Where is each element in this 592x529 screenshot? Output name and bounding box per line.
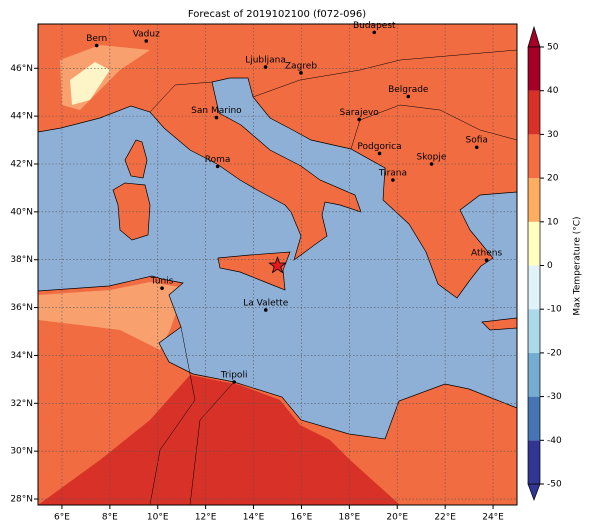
y-tick-label: 46°N bbox=[10, 64, 33, 74]
city-dot bbox=[357, 117, 361, 122]
city-label: Bern bbox=[86, 34, 107, 44]
colorbar-tick-label: 50 bbox=[547, 43, 559, 53]
city-label: Podgorica bbox=[357, 142, 401, 152]
y-tick-label: 32°N bbox=[10, 399, 33, 409]
y-tick-label: 36°N bbox=[10, 303, 33, 313]
city-label: La Valette bbox=[243, 298, 288, 308]
city-label: Skopje bbox=[417, 152, 447, 162]
city-label: Tunis bbox=[150, 277, 174, 287]
city-label: Tirana bbox=[378, 169, 407, 179]
corsica bbox=[124, 139, 148, 179]
colorbar-segment bbox=[528, 47, 540, 91]
city-label: Zagreb bbox=[285, 61, 317, 71]
city-dot bbox=[263, 65, 268, 69]
city-label: San Marino bbox=[191, 106, 242, 116]
colorbar-segment bbox=[528, 134, 540, 179]
y-tick-label: 42°N bbox=[10, 159, 33, 169]
colorbar-tick-label: -20 bbox=[547, 348, 562, 358]
city-dot bbox=[372, 30, 377, 35]
border bbox=[149, 49, 517, 505]
colorbar-tick-label: 10 bbox=[547, 217, 559, 227]
colorbar-tick-label: -50 bbox=[547, 480, 562, 490]
hot-zone bbox=[38, 375, 400, 505]
warm-zone bbox=[38, 282, 185, 350]
colorbar-extend-bottom bbox=[527, 483, 541, 501]
sardinia bbox=[112, 182, 151, 241]
city-label: Vaduz bbox=[133, 29, 160, 39]
x-tick-label: 14°E bbox=[243, 513, 265, 523]
colorbar-extend-top bbox=[527, 25, 541, 48]
city-dot bbox=[232, 380, 236, 384]
colorbar-tick-label: 0 bbox=[547, 261, 553, 271]
x-tick-label: 16°E bbox=[291, 513, 313, 523]
city-dot bbox=[391, 178, 395, 182]
city-dot bbox=[263, 308, 268, 312]
x-tick-label: 24°E bbox=[482, 513, 504, 523]
city-dot bbox=[215, 164, 220, 169]
city-dot bbox=[406, 94, 411, 99]
city-label: Athens bbox=[471, 249, 502, 259]
y-tick-label: 30°N bbox=[10, 447, 33, 457]
city-label: Belgrade bbox=[388, 85, 429, 95]
colorbar-tick-label: 40 bbox=[547, 86, 559, 96]
colorbar-segment bbox=[528, 265, 540, 310]
city-dot bbox=[214, 115, 219, 120]
x-tick-label: 8°E bbox=[102, 513, 118, 523]
city-dot bbox=[377, 151, 382, 156]
y-tick-label: 34°N bbox=[10, 351, 33, 361]
city-dot bbox=[299, 71, 303, 75]
colorbar-segment bbox=[528, 309, 540, 353]
colorbar-segment bbox=[528, 440, 540, 484]
city-label: Budapest bbox=[353, 21, 396, 31]
city-dot bbox=[160, 286, 164, 290]
x-tick-label: 12°E bbox=[195, 513, 217, 523]
colorbar-tick-label: -40 bbox=[547, 436, 562, 446]
y-tick-label: 44°N bbox=[10, 112, 33, 122]
y-tick-label: 28°N bbox=[10, 495, 33, 505]
y-tick-label: 40°N bbox=[10, 207, 33, 217]
colorbar-segment bbox=[528, 90, 540, 135]
title: Forecast of 2019102100 (f072-096) bbox=[188, 9, 366, 20]
colorbar-label: Max Temperature (°C) bbox=[573, 216, 583, 315]
city-label: Sarajevo bbox=[340, 108, 380, 118]
city-label: Tripoli bbox=[220, 370, 248, 380]
colorbar-tick-label: -30 bbox=[547, 392, 562, 402]
y-tick-label: 38°N bbox=[10, 255, 33, 265]
cool-zone bbox=[70, 62, 110, 105]
colorbar-segment bbox=[528, 352, 540, 397]
city-dot bbox=[484, 258, 489, 262]
x-tick-label: 10°E bbox=[147, 513, 169, 523]
city-dot bbox=[94, 43, 99, 48]
sicily bbox=[217, 251, 291, 291]
city-dot bbox=[429, 162, 434, 166]
colorbar-tick-label: 20 bbox=[547, 174, 559, 184]
colorbar-segment bbox=[528, 178, 540, 222]
x-tick-label: 18°E bbox=[339, 513, 361, 523]
colorbar-segment bbox=[528, 396, 540, 441]
city-label: Ljubljana bbox=[245, 56, 286, 66]
x-tick-label: 22°E bbox=[434, 513, 456, 523]
city-dot bbox=[144, 39, 149, 43]
map-frame bbox=[37, 23, 518, 506]
city-label: Sofia bbox=[466, 136, 488, 146]
colorbar-tick-label: 30 bbox=[547, 130, 559, 140]
crete bbox=[481, 317, 517, 331]
x-tick-label: 20°E bbox=[386, 513, 408, 523]
colorbar-segment bbox=[528, 221, 540, 266]
event-marker bbox=[268, 256, 287, 274]
city-dot bbox=[474, 145, 479, 150]
city-label: Roma bbox=[205, 155, 231, 165]
x-tick-label: 6°E bbox=[54, 513, 70, 523]
colorbar-tick-label: -10 bbox=[547, 305, 562, 315]
